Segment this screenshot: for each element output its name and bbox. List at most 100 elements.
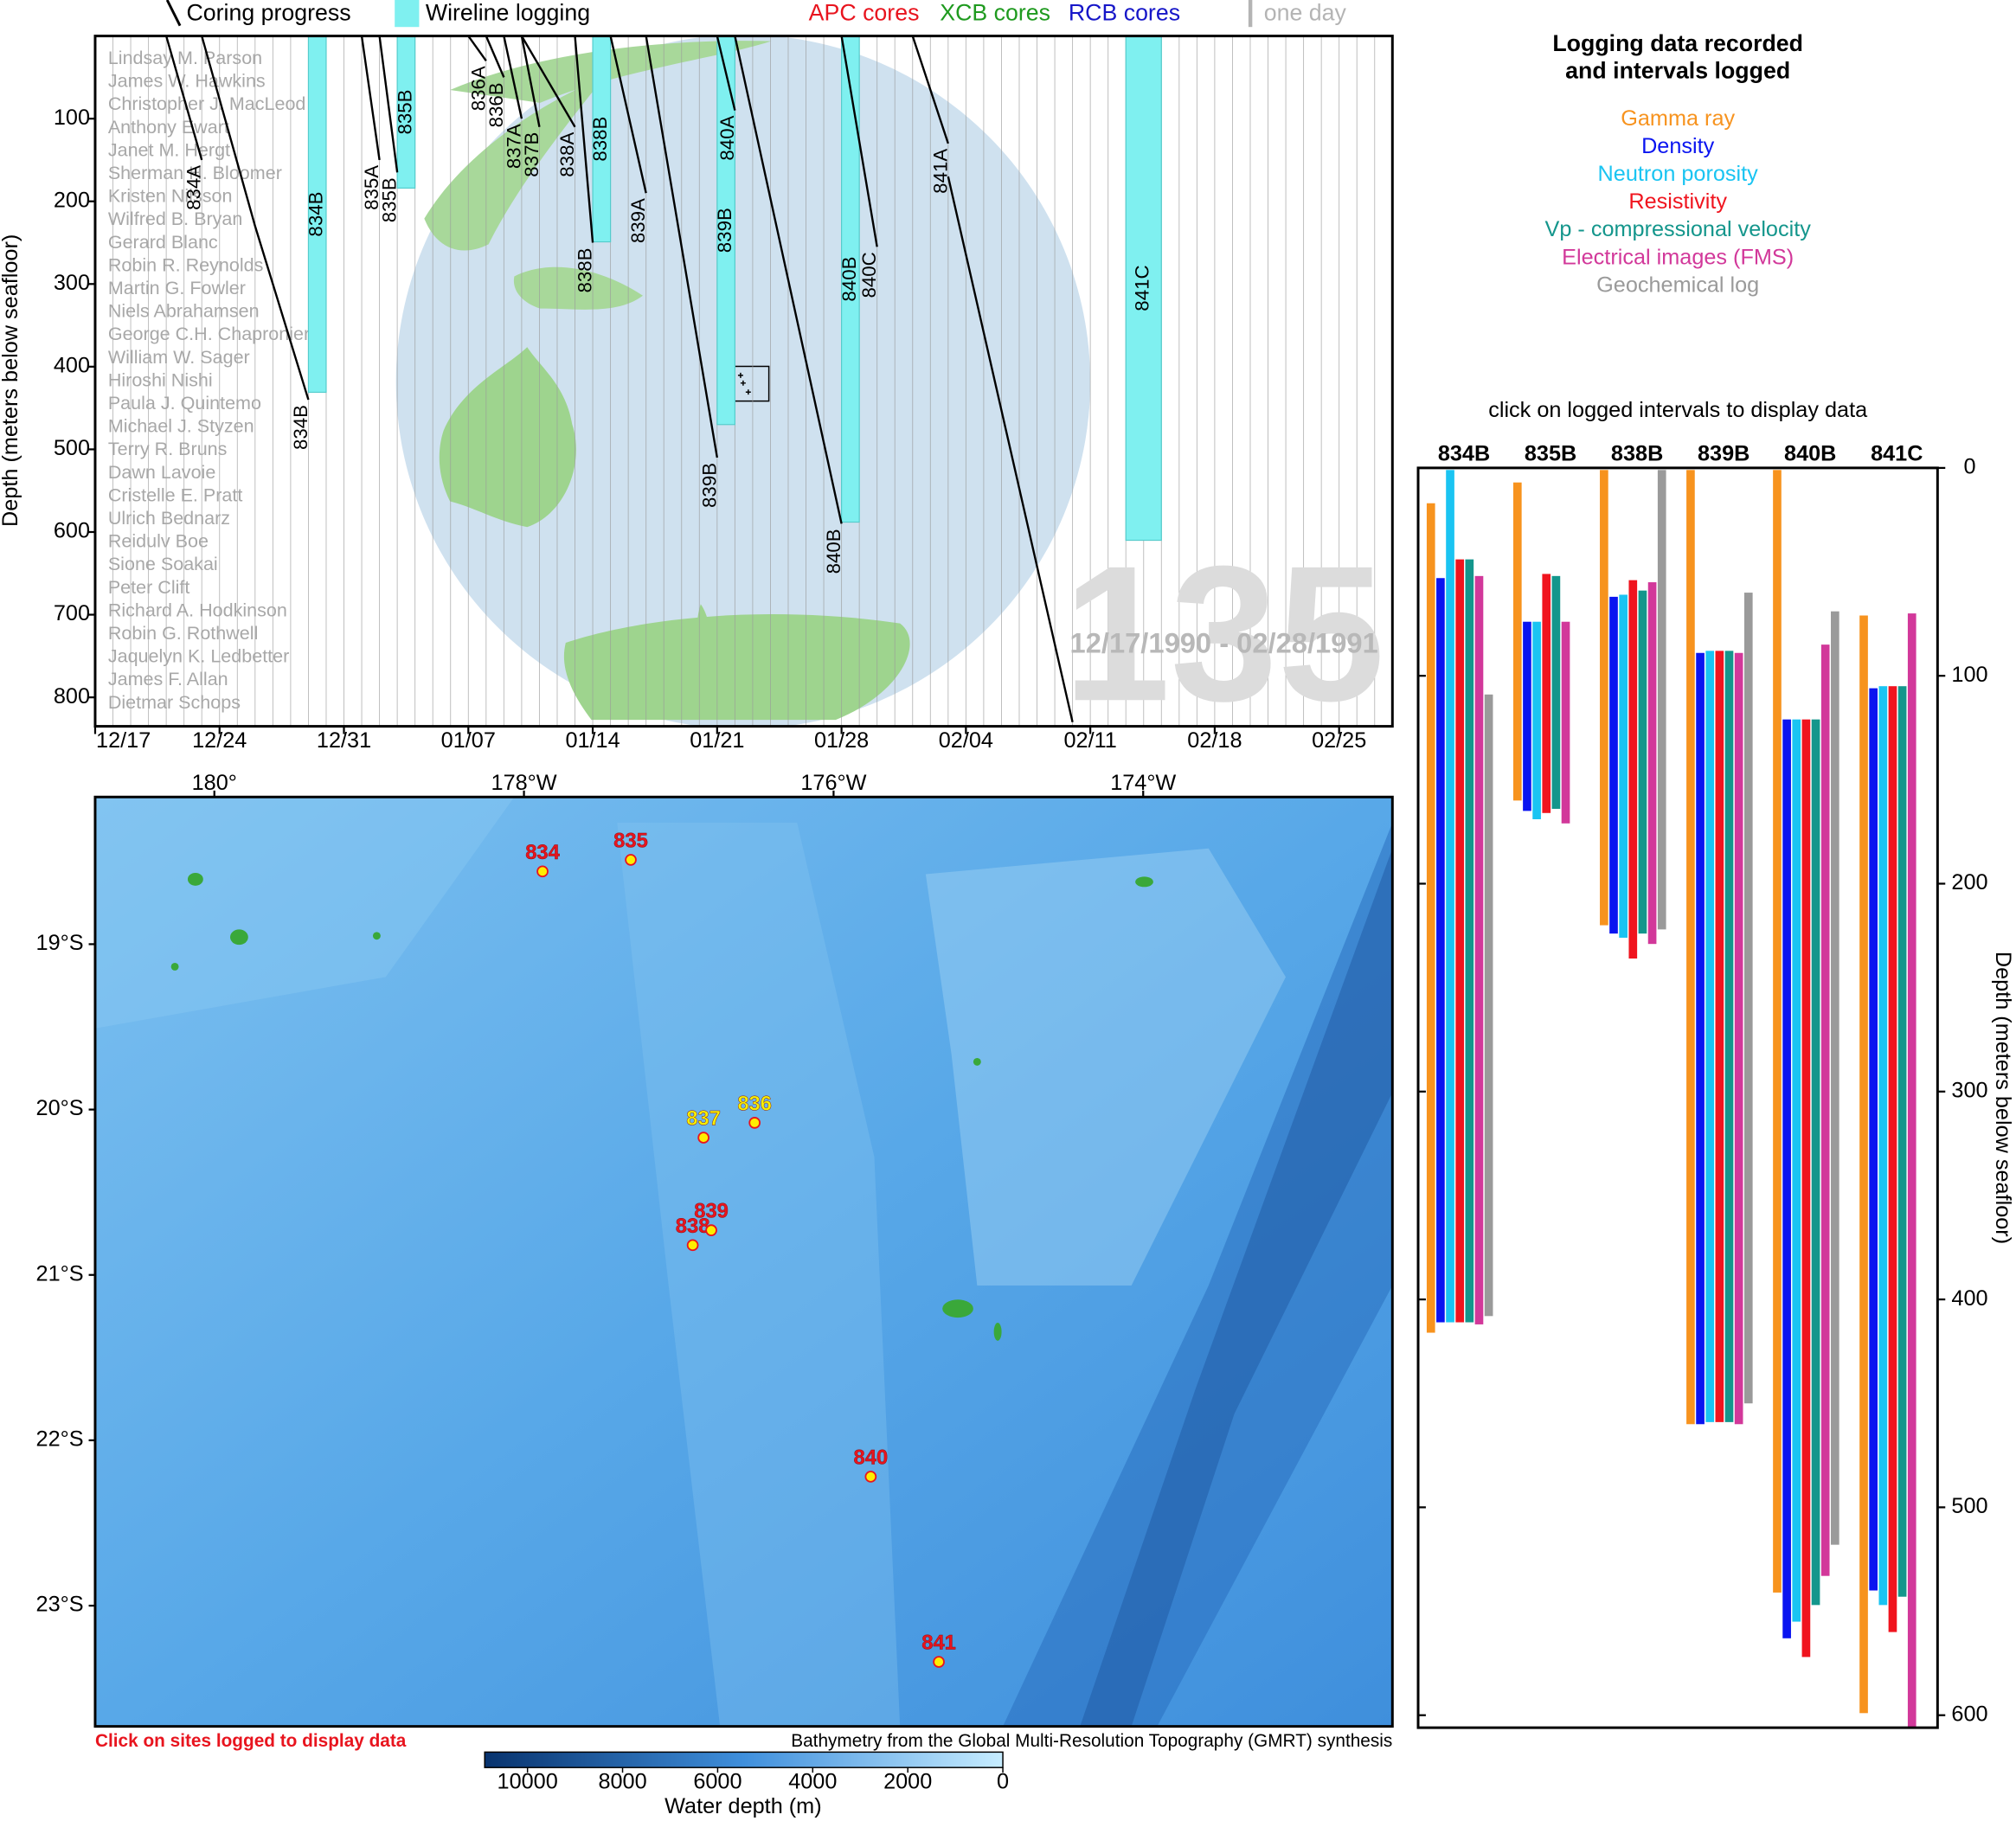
- site-marker[interactable]: [625, 854, 637, 866]
- interval-bar[interactable]: [1907, 613, 1916, 1728]
- site-label[interactable]: 834: [525, 841, 561, 864]
- interval-bar[interactable]: [1446, 470, 1454, 1323]
- interval-bar[interactable]: [1542, 574, 1551, 813]
- interval-bar[interactable]: [1792, 719, 1801, 1622]
- interval-bar[interactable]: [1532, 621, 1541, 819]
- logging-label: 841C: [1132, 265, 1153, 311]
- x-tick-label: 01/21: [690, 728, 744, 753]
- y-tick-label: 19°S: [36, 931, 84, 955]
- interval-bar[interactable]: [1811, 719, 1820, 1606]
- interval-bar[interactable]: [1465, 559, 1474, 1323]
- interval-bar[interactable]: [1724, 651, 1734, 1422]
- x-tick-label: 02/25: [1312, 728, 1366, 753]
- interval-bar[interactable]: [1831, 611, 1839, 1545]
- site-marker[interactable]: [536, 865, 549, 878]
- x-tick-label: 02/18: [1187, 728, 1242, 753]
- colorbar-tick-label: 2000: [883, 1770, 932, 1794]
- crew-name: Martin G. Fowler: [108, 278, 246, 298]
- interval-bar[interactable]: [1551, 575, 1561, 809]
- interval-bar[interactable]: [1696, 652, 1705, 1425]
- coring-line: [947, 176, 1074, 723]
- coring-line: [485, 35, 505, 78]
- coring-line: [360, 35, 381, 161]
- site-marker[interactable]: [705, 1224, 717, 1236]
- interval-bar[interactable]: [1619, 594, 1628, 938]
- interval-bar[interactable]: [1436, 578, 1445, 1323]
- interval-bar[interactable]: [1686, 470, 1695, 1425]
- crew-name: Anthony Ewart: [108, 117, 229, 138]
- interval-bar[interactable]: [1647, 582, 1657, 945]
- logging-bar: [716, 35, 735, 426]
- interval-bar[interactable]: [1600, 470, 1608, 926]
- site-marker[interactable]: [933, 1656, 945, 1668]
- y-tick-label: 600: [1951, 1702, 1987, 1726]
- chart-title: Logging data recorded: [1552, 30, 1803, 56]
- y-tick-label: 300: [54, 271, 90, 295]
- date-range: 12/17/1990 - 02/28/1991: [1070, 627, 1378, 659]
- site-label[interactable]: 840: [853, 1446, 889, 1469]
- crew-name: James W. Hawkins: [108, 71, 266, 92]
- interval-bar[interactable]: [1609, 596, 1618, 934]
- interval-bar[interactable]: [1859, 615, 1868, 1714]
- site-marker[interactable]: [748, 1117, 761, 1129]
- map-note: Click on sites logged to display data: [95, 1731, 407, 1751]
- interval-bar[interactable]: [1455, 559, 1465, 1323]
- interval-bar[interactable]: [1474, 575, 1484, 1324]
- x-tick-label: 02/04: [939, 728, 993, 753]
- coring-line: [201, 35, 310, 401]
- interval-bar[interactable]: [1801, 719, 1811, 1657]
- interval-bar[interactable]: [1484, 694, 1493, 1317]
- interval-bar[interactable]: [1561, 621, 1570, 824]
- crew-name: George C.H. Chaproniere: [108, 324, 320, 344]
- map-frame: [93, 795, 1394, 1728]
- interval-bar[interactable]: [1878, 686, 1888, 1606]
- colorbar-tick-label: 6000: [693, 1770, 742, 1794]
- site-marker[interactable]: [697, 1132, 709, 1144]
- interval-bar[interactable]: [1512, 482, 1522, 801]
- x-tick-label: 01/28: [814, 728, 869, 753]
- hole-label: 836A: [467, 66, 489, 111]
- site-label[interactable]: 835: [613, 829, 648, 852]
- interval-bar[interactable]: [1715, 651, 1724, 1422]
- interval-bar[interactable]: [1773, 470, 1782, 1593]
- y-tick-label: 500: [54, 436, 90, 460]
- interval-bar[interactable]: [1426, 503, 1435, 1333]
- y-tick-label: 200: [54, 188, 90, 212]
- hole-label: 836B: [485, 82, 507, 127]
- crew-name: Peter Clift: [108, 577, 190, 598]
- colorbar: [484, 1751, 1004, 1768]
- interval-bar[interactable]: [1638, 590, 1647, 934]
- legend-label: Coring progress: [186, 0, 350, 25]
- interval-bar[interactable]: [1897, 686, 1907, 1597]
- interval-bar[interactable]: [1743, 593, 1753, 1404]
- x-tick-label: 01/14: [565, 728, 620, 753]
- legend-label: XCB cores: [940, 0, 1050, 25]
- interval-bar[interactable]: [1782, 719, 1791, 1638]
- interval-bar[interactable]: [1523, 621, 1531, 811]
- y-tick-label: 300: [1951, 1078, 1987, 1102]
- crew-name: Sherman H. Bloomer: [108, 163, 282, 183]
- interval-bar[interactable]: [1705, 651, 1715, 1422]
- interval-bar[interactable]: [1657, 470, 1666, 930]
- legend-label: Wireline logging: [426, 0, 590, 25]
- y-tick-label: 500: [1951, 1494, 1987, 1518]
- logging-bar: [396, 35, 416, 189]
- coring-line: [734, 35, 843, 524]
- crew-name: Christopher J. MacLeod: [108, 93, 306, 114]
- interval-bar[interactable]: [1869, 688, 1878, 1591]
- site-label[interactable]: 836: [737, 1092, 772, 1115]
- y-tick-label: 21°S: [36, 1261, 84, 1286]
- site-label[interactable]: 838: [676, 1215, 710, 1238]
- y-tick-label: 23°S: [36, 1593, 84, 1617]
- interval-bar[interactable]: [1734, 652, 1743, 1425]
- legend-label: one day: [1264, 0, 1347, 25]
- site-label[interactable]: 837: [686, 1106, 721, 1131]
- interval-bar[interactable]: [1628, 580, 1638, 959]
- interval-bar[interactable]: [1888, 686, 1897, 1632]
- site-marker[interactable]: [864, 1471, 877, 1483]
- interval-bar[interactable]: [1820, 644, 1830, 1576]
- site-marker[interactable]: [686, 1239, 699, 1252]
- x-tick-label: 180°: [192, 771, 237, 795]
- site-label[interactable]: 839: [694, 1199, 729, 1223]
- site-label[interactable]: 841: [921, 1631, 956, 1655]
